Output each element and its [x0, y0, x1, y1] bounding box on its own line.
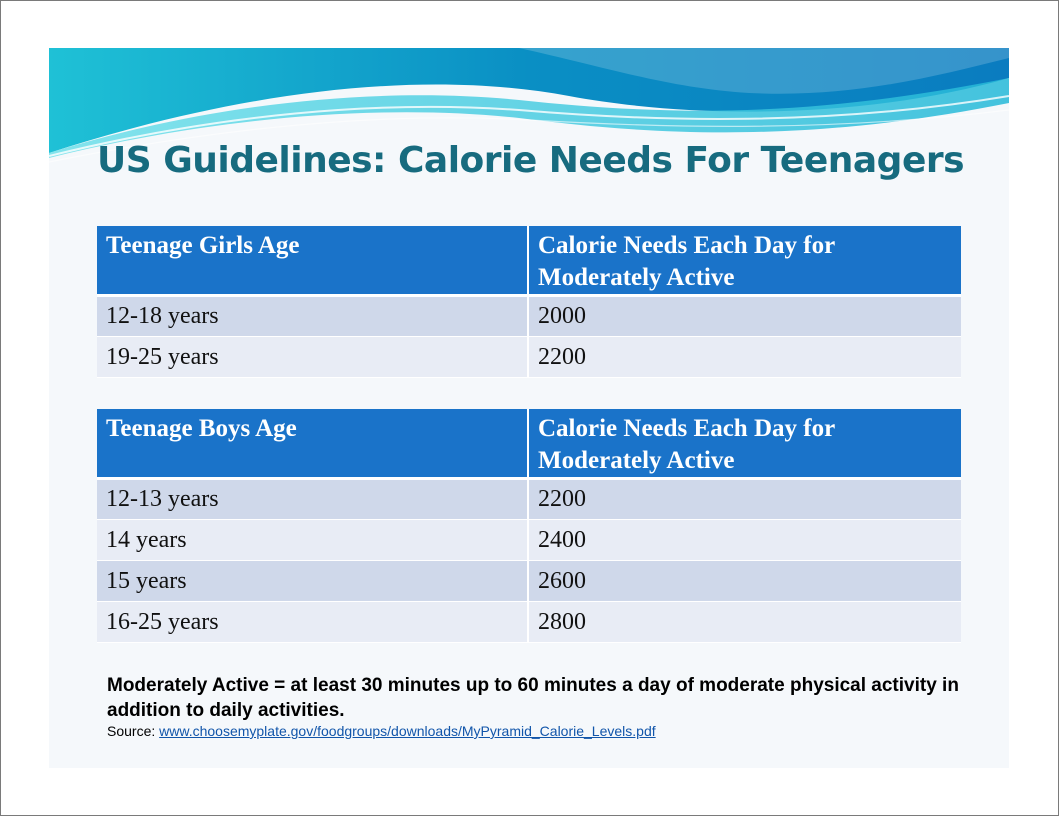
table-row: 15 years 2600 — [97, 560, 961, 602]
calorie-cell: 2200 — [528, 478, 961, 520]
table-row: 12-18 years 2000 — [97, 295, 961, 337]
boys-calorie-table: Teenage Boys Age Calorie Needs Each Day … — [97, 409, 961, 643]
source-link[interactable]: www.choosemyplate.gov/foodgroups/downloa… — [159, 723, 656, 739]
age-cell: 16-25 years — [97, 601, 529, 643]
source-label: Source: — [107, 723, 160, 739]
calorie-cell: 2800 — [528, 601, 961, 643]
age-cell: 15 years — [97, 560, 529, 602]
table-header-row: Teenage Girls Age Calorie Needs Each Day… — [97, 226, 961, 297]
calorie-cell: 2000 — [528, 295, 961, 337]
header-wave-decoration — [49, 48, 1009, 163]
girls-calorie-table: Teenage Girls Age Calorie Needs Each Day… — [97, 226, 961, 378]
slide-title: US Guidelines: Calorie Needs For Teenage… — [97, 140, 965, 181]
slide: US Guidelines: Calorie Needs For Teenage… — [49, 48, 1009, 768]
table-row: 12-13 years 2200 — [97, 478, 961, 520]
age-cell: 12-13 years — [97, 478, 529, 520]
column-header-calories: Calorie Needs Each Day for Moderately Ac… — [528, 409, 961, 480]
source-line: Source: www.choosemyplate.gov/foodgroups… — [107, 723, 967, 739]
table-header-row: Teenage Boys Age Calorie Needs Each Day … — [97, 409, 961, 480]
calorie-cell: 2400 — [528, 519, 961, 561]
calorie-cell: 2200 — [528, 336, 961, 378]
age-cell: 12-18 years — [97, 295, 529, 337]
column-header-age: Teenage Girls Age — [97, 226, 529, 297]
moderately-active-definition: Moderately Active = at least 30 minutes … — [107, 675, 959, 721]
calorie-cell: 2600 — [528, 560, 961, 602]
table-row: 19-25 years 2200 — [97, 336, 961, 378]
column-header-calories: Calorie Needs Each Day for Moderately Ac… — [528, 226, 961, 297]
age-cell: 14 years — [97, 519, 529, 561]
table-row: 14 years 2400 — [97, 519, 961, 561]
table-row: 16-25 years 2800 — [97, 601, 961, 643]
age-cell: 19-25 years — [97, 336, 529, 378]
column-header-age: Teenage Boys Age — [97, 409, 529, 480]
